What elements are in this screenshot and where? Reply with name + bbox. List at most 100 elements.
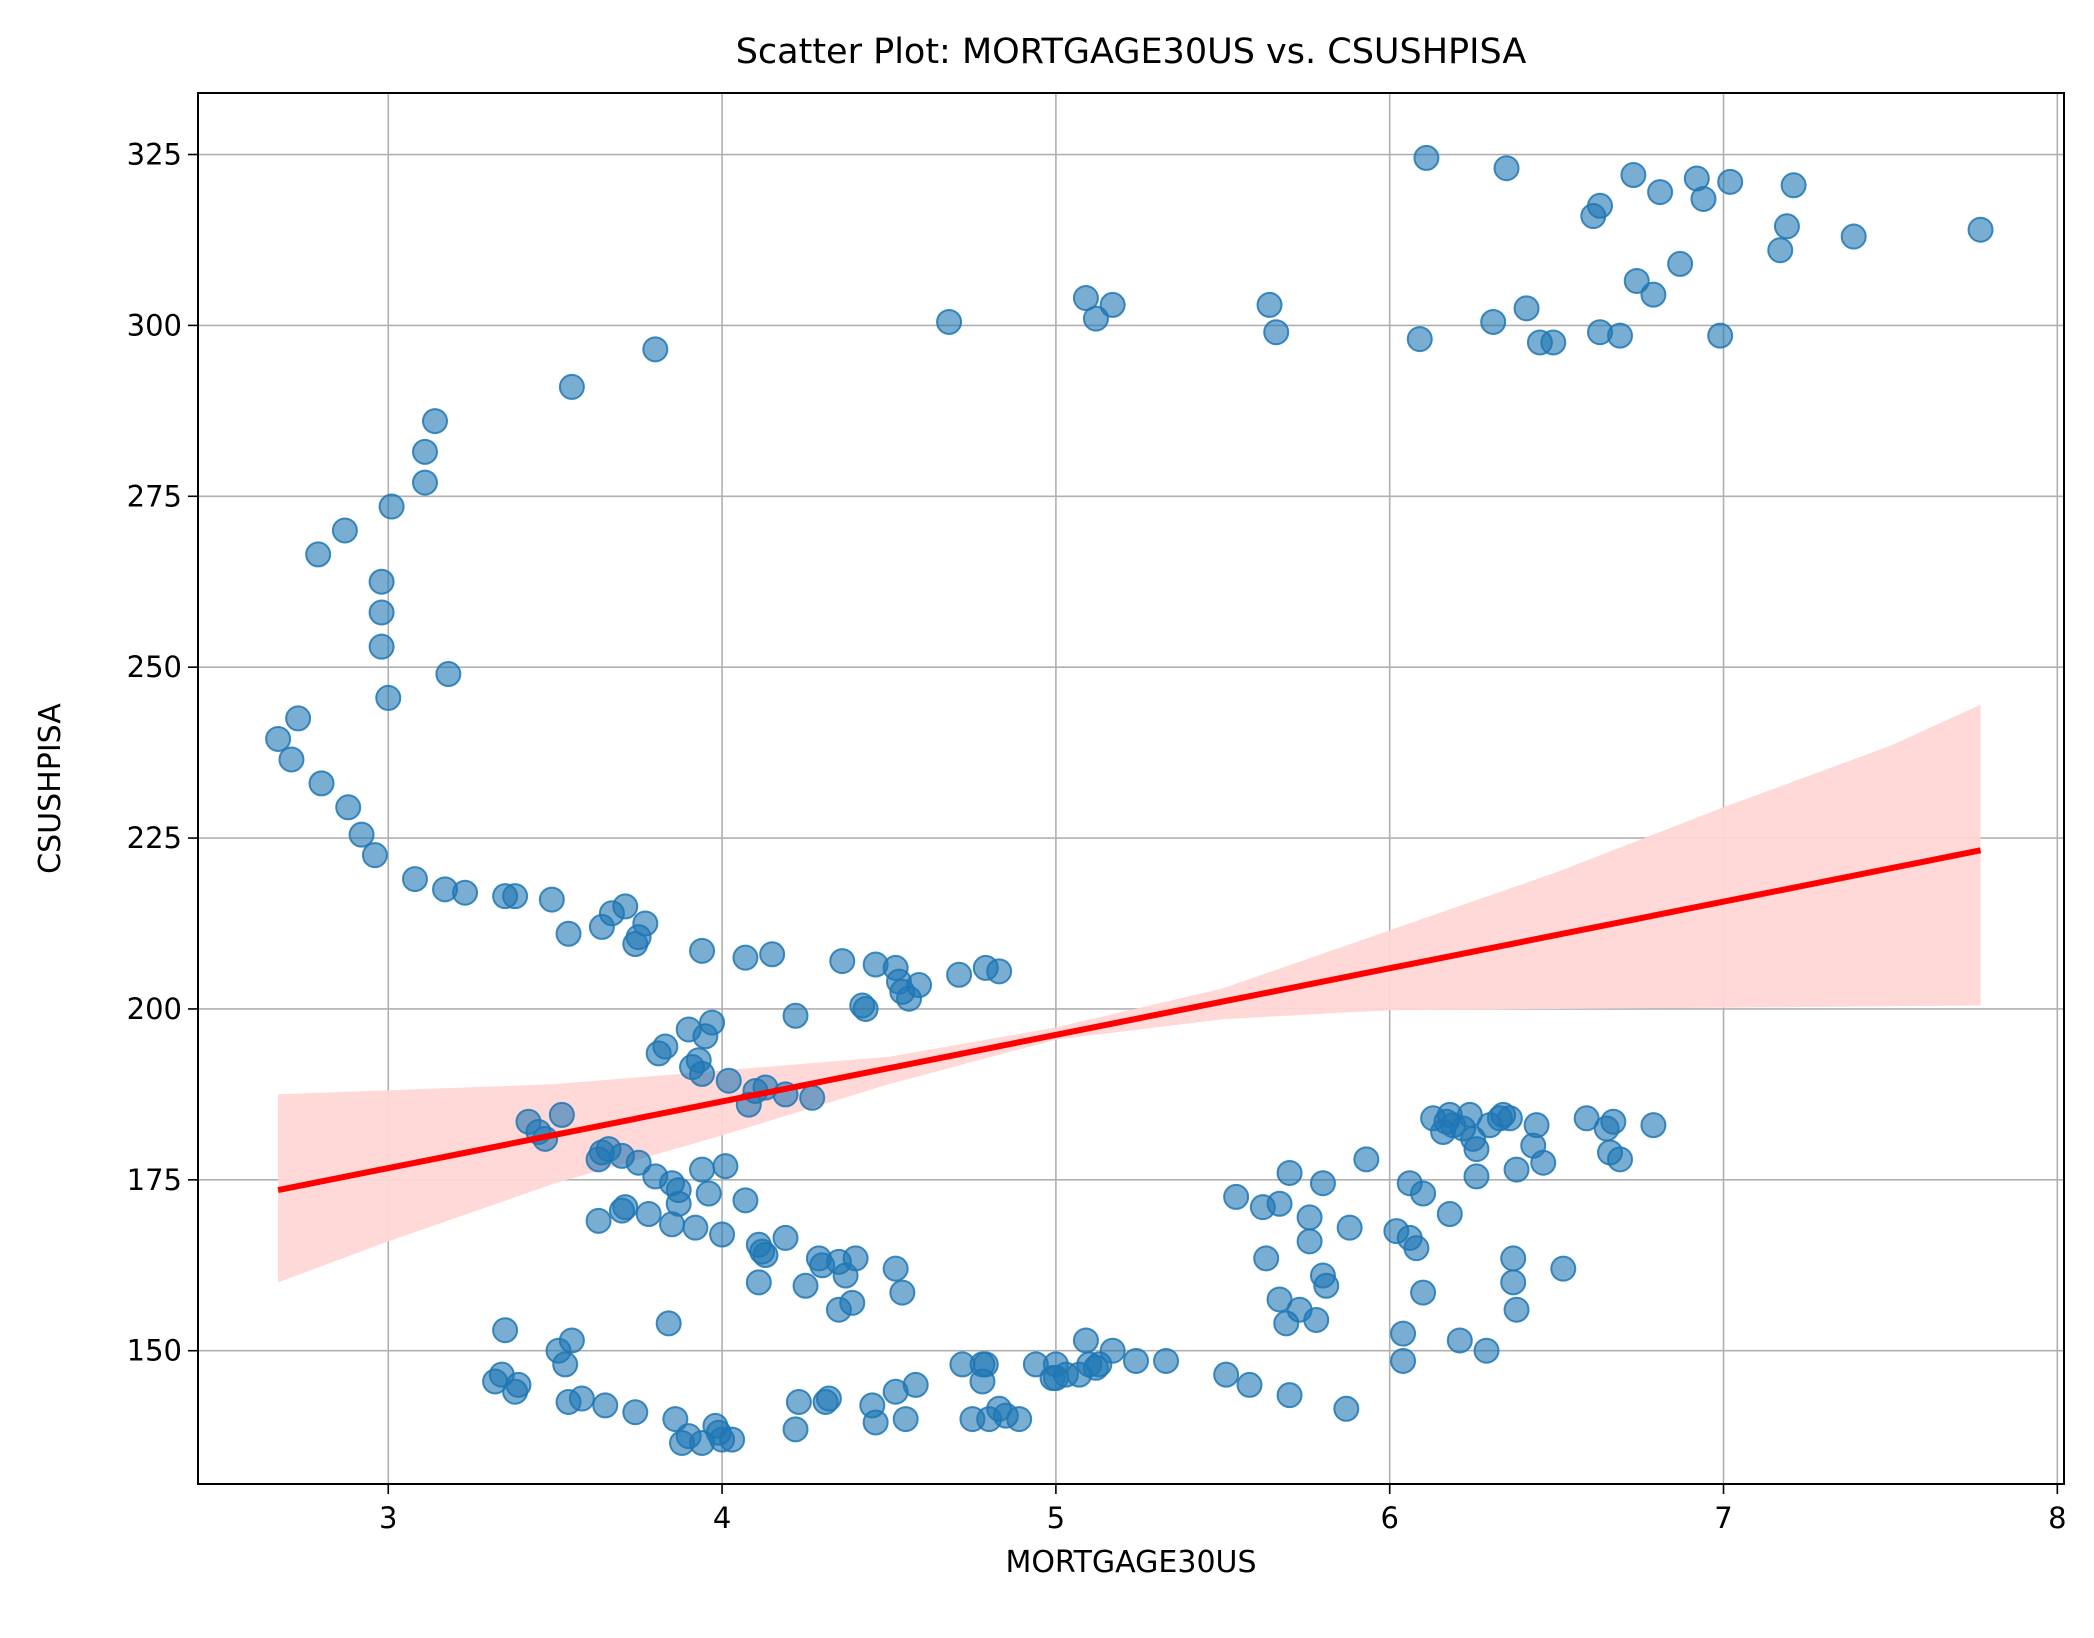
data-point: [368, 633, 395, 660]
data-point: [902, 1371, 929, 1398]
data-point: [1463, 1163, 1490, 1190]
x-tick-label: 8: [2048, 1501, 2066, 1535]
x-tick-label: 7: [1714, 1501, 1732, 1535]
data-point: [986, 958, 1013, 985]
data-point: [1587, 192, 1614, 219]
data-point: [285, 705, 312, 732]
x-tick-label: 3: [379, 1501, 397, 1535]
data-point: [435, 661, 462, 688]
data-point: [1503, 1296, 1530, 1323]
x-tick-label: 4: [713, 1501, 731, 1535]
data-point: [555, 920, 582, 947]
data-point: [1480, 308, 1507, 335]
data-point: [862, 1409, 889, 1436]
data-point: [689, 1060, 716, 1087]
data-point: [1767, 237, 1794, 264]
data-point: [1773, 213, 1800, 240]
data-point: [625, 1149, 652, 1176]
regression-line-layer: [277, 847, 1982, 1194]
data-point: [852, 995, 879, 1022]
data-point: [1336, 1214, 1363, 1241]
data-point: [1446, 1327, 1473, 1354]
data-point: [1436, 1201, 1463, 1228]
data-point: [411, 469, 438, 496]
data-point: [378, 493, 405, 520]
data-point: [1353, 1146, 1380, 1173]
data-point: [1296, 1228, 1323, 1255]
data-point: [552, 1351, 579, 1378]
data-point: [782, 1002, 809, 1029]
data-point: [1840, 223, 1867, 250]
data-point: [715, 1067, 742, 1094]
data-point: [839, 1289, 866, 1316]
data-point: [1223, 1183, 1250, 1210]
data-point: [1620, 162, 1647, 189]
data-point: [1406, 326, 1433, 353]
data-point: [799, 1084, 826, 1111]
y-tick-label: 250: [127, 650, 182, 684]
data-point: [422, 408, 449, 435]
data-point: [1153, 1347, 1180, 1374]
data-point: [568, 1385, 595, 1412]
data-point: [936, 308, 963, 335]
data-point: [695, 1180, 722, 1207]
data-point: [585, 1207, 612, 1234]
data-point: [689, 1156, 716, 1183]
data-point: [1473, 1337, 1500, 1364]
y-axis-label: CSUSHPISA: [33, 703, 68, 874]
data-point: [1296, 1204, 1323, 1231]
data-point: [732, 944, 759, 971]
data-point: [612, 1194, 639, 1221]
chart-title: Scatter Plot: MORTGAGE30US vs. CSUSHPISA: [736, 32, 1527, 72]
data-point: [1573, 1105, 1600, 1132]
data-point: [348, 821, 375, 848]
data-point: [375, 684, 402, 711]
y-tick-label: 275: [127, 479, 182, 513]
data-point: [782, 1416, 809, 1443]
data-point: [665, 1190, 692, 1217]
confidence-band-layer: [278, 704, 1981, 1283]
data-point: [745, 1269, 772, 1296]
data-point: [335, 794, 362, 821]
data-point: [612, 893, 639, 920]
data-point: [1500, 1269, 1527, 1296]
data-point: [682, 1214, 709, 1241]
data-point: [1550, 1255, 1577, 1282]
data-point: [1410, 1180, 1437, 1207]
data-point: [558, 373, 585, 400]
data-point: [1500, 1245, 1527, 1272]
data-point: [792, 1272, 819, 1299]
data-point: [1276, 1382, 1303, 1409]
data-point: [709, 1221, 736, 1248]
data-point: [1072, 285, 1099, 312]
data-point: [368, 568, 395, 595]
data-point: [1413, 144, 1440, 171]
data-point: [1256, 291, 1283, 318]
data-point: [1640, 1112, 1667, 1139]
data-point: [278, 746, 305, 773]
data-point: [882, 1255, 909, 1282]
data-point: [655, 1310, 682, 1337]
data-point: [689, 937, 716, 964]
y-tick-label: 175: [127, 1163, 182, 1197]
data-point: [1607, 1146, 1634, 1173]
data-point: [1266, 1190, 1293, 1217]
data-point: [1600, 1108, 1627, 1135]
data-point: [1313, 1272, 1340, 1299]
data-point: [1967, 216, 1994, 243]
data-point: [1213, 1361, 1240, 1388]
data-point: [712, 1153, 739, 1180]
data-point: [1006, 1406, 1033, 1433]
data-point: [548, 1101, 575, 1128]
data-point: [1780, 172, 1807, 199]
data-point: [752, 1242, 779, 1269]
data-point: [1640, 281, 1667, 308]
y-tick-label: 200: [127, 992, 182, 1026]
axis-ticks: 3 4 5 6 7 8 150 175 200 225 250 275 300 325: [127, 138, 2067, 1535]
data-point: [1303, 1306, 1330, 1333]
data-point: [592, 1392, 619, 1419]
data-point: [411, 438, 438, 465]
y-tick-label: 325: [127, 138, 182, 172]
data-point: [635, 1201, 662, 1228]
data-point: [331, 517, 358, 544]
